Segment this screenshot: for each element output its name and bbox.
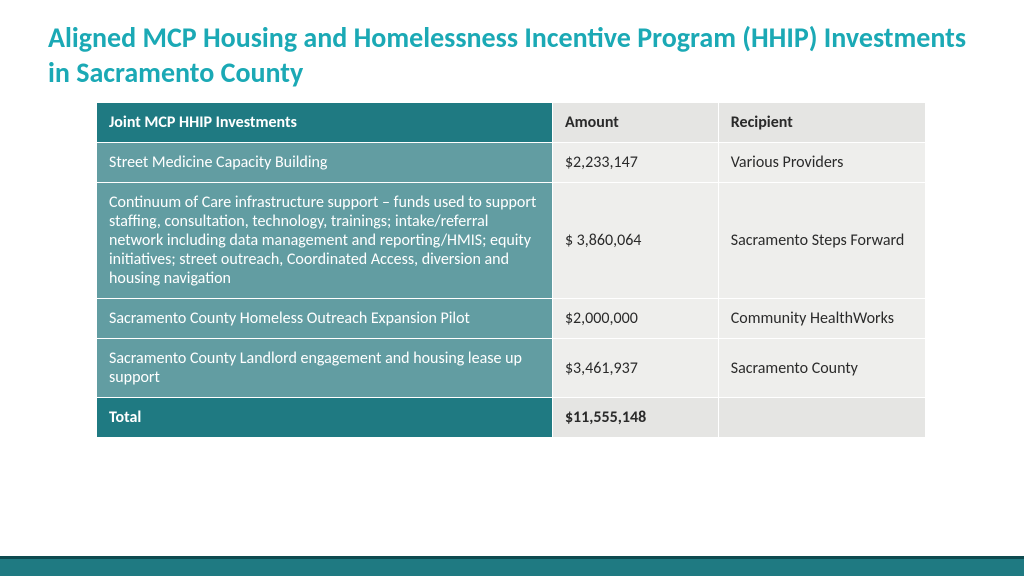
header-amount: Amount [552,103,718,143]
header-recipient: Recipient [718,103,925,143]
cell-recipient: Various Providers [718,143,925,183]
cell-recipient: Sacramento County [718,339,925,398]
cell-desc: Street Medicine Capacity Building [97,143,553,183]
total-label: Total [97,398,553,438]
total-amount: $11,555,148 [552,398,718,438]
cell-desc: Sacramento County Landlord engagement an… [97,339,553,398]
footer-bar [0,556,1024,576]
total-recipient [718,398,925,438]
table-row: Continuum of Care infrastructure support… [97,183,926,299]
cell-amount: $2,000,000 [552,299,718,339]
cell-desc: Sacramento County Homeless Outreach Expa… [97,299,553,339]
table-row: Street Medicine Capacity Building $2,233… [97,143,926,183]
table-header-row: Joint MCP HHIP Investments Amount Recipi… [97,103,926,143]
cell-amount: $ 3,860,064 [552,183,718,299]
investments-table: Joint MCP HHIP Investments Amount Recipi… [96,102,926,438]
cell-amount: $3,461,937 [552,339,718,398]
header-investments: Joint MCP HHIP Investments [97,103,553,143]
cell-recipient: Sacramento Steps Forward [718,183,925,299]
page-title: Aligned MCP Housing and Homelessness Inc… [48,20,976,90]
cell-desc: Continuum of Care infrastructure support… [97,183,553,299]
slide: Aligned MCP Housing and Homelessness Inc… [0,0,1024,576]
cell-recipient: Community HealthWorks [718,299,925,339]
cell-amount: $2,233,147 [552,143,718,183]
table-total-row: Total $11,555,148 [97,398,926,438]
table-row: Sacramento County Landlord engagement an… [97,339,926,398]
table-row: Sacramento County Homeless Outreach Expa… [97,299,926,339]
